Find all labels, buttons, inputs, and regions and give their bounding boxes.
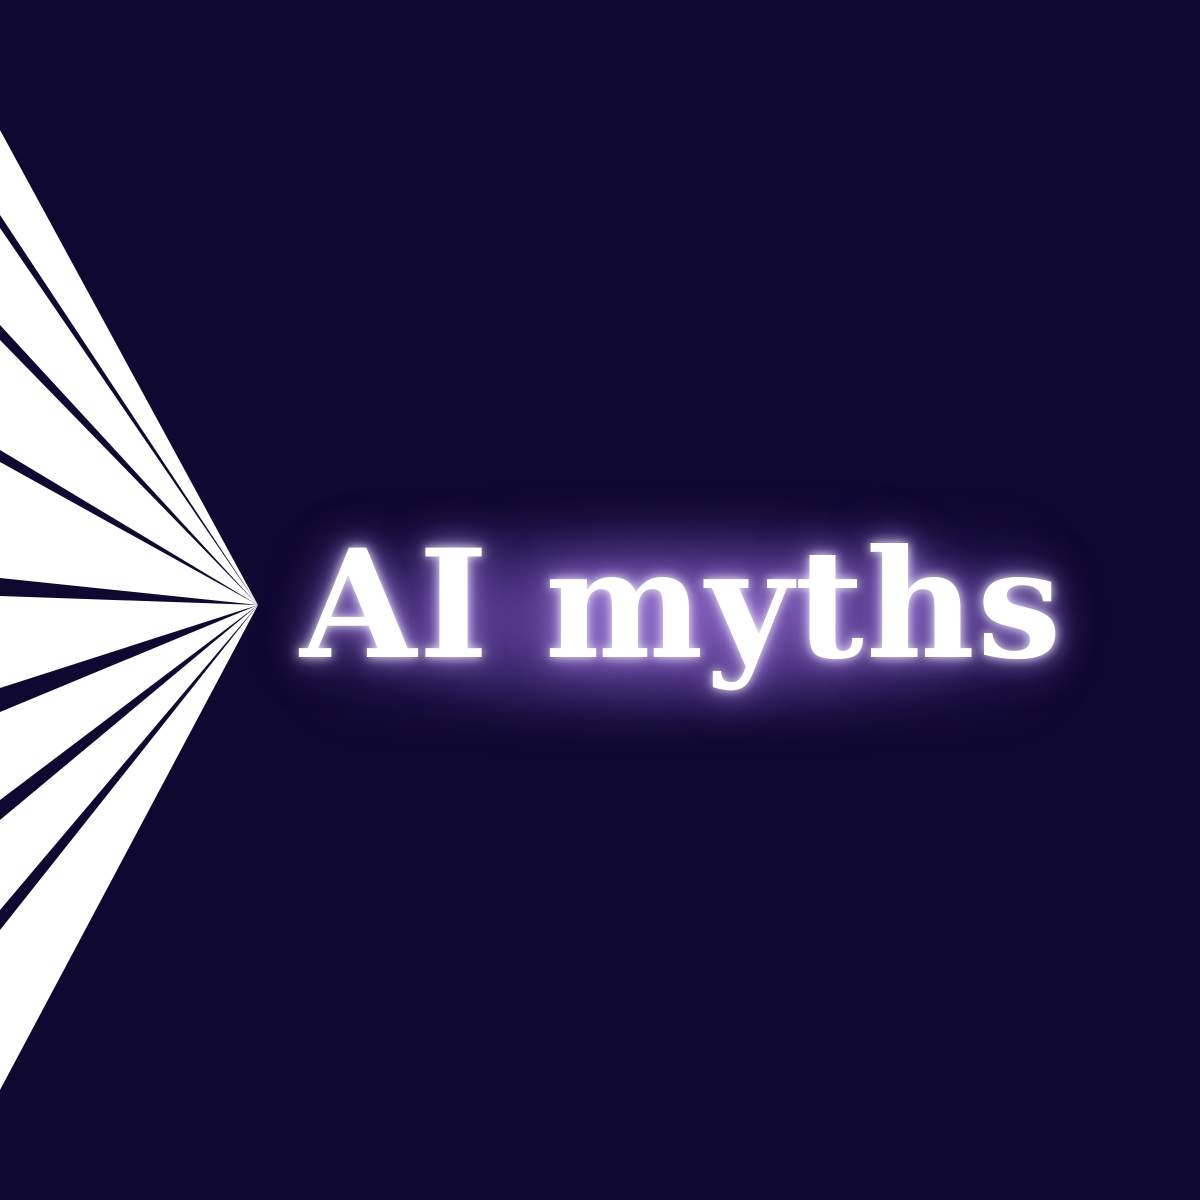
poster-title: AI myths xyxy=(300,517,1064,693)
light-ray-8 xyxy=(0,605,258,1090)
light-ray-5 xyxy=(0,596,258,688)
light-ray-7 xyxy=(0,605,258,910)
light-ray-2 xyxy=(0,228,258,605)
title-glow xyxy=(300,520,1060,720)
light-ray-4 xyxy=(0,462,258,605)
light-ray-6 xyxy=(0,605,258,800)
light-ray-1 xyxy=(0,130,258,605)
light-ray-3 xyxy=(0,340,258,605)
